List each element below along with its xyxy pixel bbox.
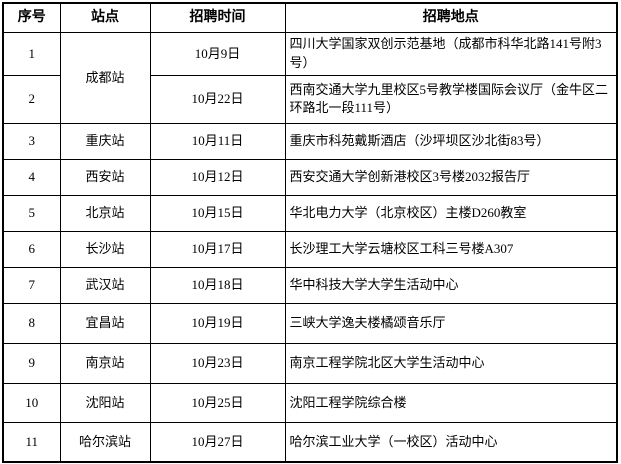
table-row: 9 南京站 10月23日 南京工程学院北区大学生活动中心 (2, 342, 618, 384)
station-cell: 南京站 (59, 342, 151, 384)
header-seq: 序号 (2, 2, 61, 34)
seq-cell: 2 (2, 74, 61, 124)
station-cell: 武汉站 (59, 266, 151, 304)
seq-cell: 8 (2, 302, 61, 344)
table-row: 10 沈阳站 10月25日 沈阳工程学院综合楼 (2, 382, 618, 423)
seq-cell: 4 (2, 158, 61, 196)
time-cell: 10月9日 (149, 32, 286, 76)
seq-cell: 7 (2, 266, 61, 304)
location-cell: 四川大学国家双创示范基地（成都市科华北路141号附3号） (284, 32, 618, 76)
header-station: 站点 (59, 2, 151, 34)
table-row: 1 成都站 10月9日 四川大学国家双创示范基地（成都市科华北路141号附3号） (2, 32, 618, 124)
station-cell: 重庆站 (59, 122, 151, 160)
time-cell: 10月17日 (149, 230, 286, 268)
station-cell: 西安站 (59, 158, 151, 196)
time-cell: 10月12日 (149, 158, 286, 196)
station-cell: 成都站 (59, 32, 151, 124)
table-row: 4 西安站 10月12日 西安交通大学创新港校区3号楼2032报告厅 (2, 158, 618, 196)
station-cell: 宜昌站 (59, 302, 151, 344)
seq-cell: 1 (2, 32, 61, 76)
time-cell: 10月11日 (149, 122, 286, 160)
location-cell: 西安交通大学创新港校区3号楼2032报告厅 (284, 158, 618, 196)
location-cell: 华北电力大学（北京校区）主楼D260教室 (284, 194, 618, 232)
location-cell: 南京工程学院北区大学生活动中心 (284, 342, 618, 384)
time-cell: 10月23日 (149, 342, 286, 384)
location-cell: 西南交通大学九里校区5号教学楼国际会议厅（金牛区二环路北一段111号） (284, 74, 618, 124)
header-location: 招聘地点 (284, 2, 618, 34)
location-cell: 长沙理工大学云塘校区工科三号楼A307 (284, 230, 618, 268)
table-row: 2 10月22日 西南交通大学九里校区5号教学楼国际会议厅（金牛区二环路北一段1… (2, 74, 618, 124)
time-cell: 10月25日 (149, 382, 286, 423)
seq-cell: 3 (2, 122, 61, 160)
time-cell: 10月22日 (149, 74, 286, 124)
header-time: 招聘时间 (149, 2, 286, 34)
table-row: 3 重庆站 10月11日 重庆市科苑戴斯酒店（沙坪坝区沙北街83号） (2, 122, 618, 160)
location-cell: 哈尔滨工业大学（一校区）活动中心 (284, 421, 618, 463)
seq-cell: 10 (2, 382, 61, 423)
time-cell: 10月27日 (149, 421, 286, 463)
table-row: 11 哈尔滨站 10月27日 哈尔滨工业大学（一校区）活动中心 (2, 421, 618, 463)
seq-cell: 6 (2, 230, 61, 268)
station-cell: 沈阳站 (59, 382, 151, 423)
seq-cell: 9 (2, 342, 61, 384)
station-cell: 北京站 (59, 194, 151, 232)
time-cell: 10月18日 (149, 266, 286, 304)
location-cell: 三峡大学逸夫楼橘颂音乐厅 (284, 302, 618, 344)
time-cell: 10月19日 (149, 302, 286, 344)
table-header-row: 序号 站点 招聘时间 招聘地点 (2, 2, 618, 34)
table-row: 7 武汉站 10月18日 华中科技大学大学生活动中心 (2, 266, 618, 304)
table-row: 6 长沙站 10月17日 长沙理工大学云塘校区工科三号楼A307 (2, 230, 618, 268)
time-cell: 10月15日 (149, 194, 286, 232)
station-cell: 长沙站 (59, 230, 151, 268)
location-cell: 重庆市科苑戴斯酒店（沙坪坝区沙北街83号） (284, 122, 618, 160)
seq-cell: 5 (2, 194, 61, 232)
table-row: 8 宜昌站 10月19日 三峡大学逸夫楼橘颂音乐厅 (2, 302, 618, 344)
seq-cell: 11 (2, 421, 61, 463)
table-row: 5 北京站 10月15日 华北电力大学（北京校区）主楼D260教室 (2, 194, 618, 232)
location-cell: 沈阳工程学院综合楼 (284, 382, 618, 423)
location-cell: 华中科技大学大学生活动中心 (284, 266, 618, 304)
station-cell: 哈尔滨站 (59, 421, 151, 463)
